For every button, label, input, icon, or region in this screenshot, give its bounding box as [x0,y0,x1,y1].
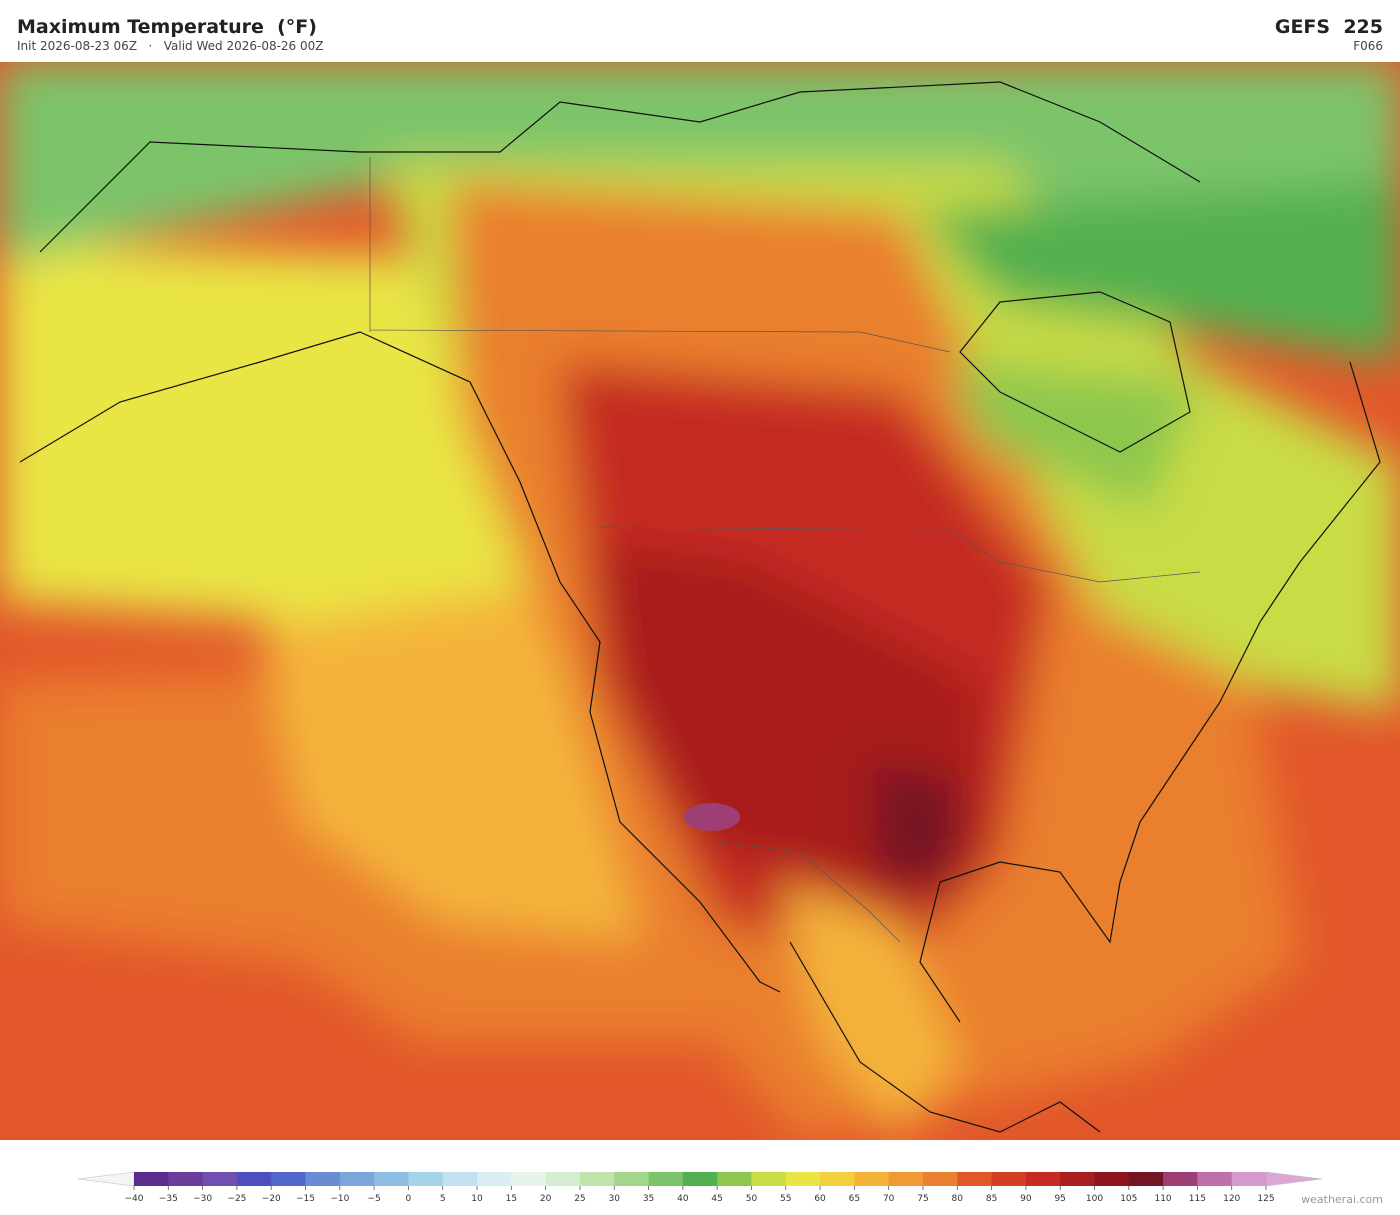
colorbar-swatch [1231,1172,1267,1186]
colorbar-swatch [202,1172,238,1186]
tick-label: −25 [227,1194,246,1204]
colorbar-swatch [408,1172,444,1186]
colorbar-swatch [1094,1172,1130,1186]
tick-label: 65 [849,1194,860,1204]
tick-label: 15 [506,1194,517,1204]
tick-label: 90 [1020,1194,1032,1204]
colorbar-swatch [1060,1172,1095,1186]
colorbar-swatch [579,1172,615,1186]
colorbar-swatch [271,1172,307,1186]
colorbar-swatch [820,1172,855,1186]
colorbar-swatch [751,1172,787,1186]
borders [369,157,1201,943]
tick-label: 60 [814,1194,826,1204]
tick-label: 5 [440,1194,446,1204]
colorbar-swatch [922,1172,958,1186]
tick-label: 35 [643,1194,654,1204]
colorbar-swatch [374,1172,409,1186]
model: GEFS 225 [1274,16,1383,38]
colorbar-swatch [305,1172,341,1186]
colorbar-swatch [888,1172,924,1186]
tick-label: 50 [746,1194,758,1204]
tick-label: 95 [1054,1194,1065,1204]
tick-label: −30 [193,1194,212,1204]
colorbar-swatch [1163,1172,1198,1186]
extend-low [77,1171,135,1187]
colorbar-swatch [168,1172,204,1186]
colorbar-swatch [1025,1172,1061,1186]
colorbar: −40 −35 −30 −25 −20 −15 −10 −5 0 5 10 15 20 25 30 35 40 4… [77,1171,1323,1204]
tick-label: 25 [574,1194,585,1204]
tick-label: 30 [609,1194,621,1204]
tick-label: 125 [1257,1194,1274,1204]
colorbar-swatch [682,1172,718,1186]
tick-label: 55 [780,1194,791,1204]
credit: weatherai.com [1301,1193,1383,1206]
tick-label: 100 [1086,1194,1103,1204]
colorbar-swatch [614,1172,650,1186]
colorbar-swatch [717,1172,752,1186]
tick-label: 110 [1154,1194,1171,1204]
map [0,62,1400,1140]
tick-label: −15 [296,1194,315,1204]
colorbar-swatch [545,1172,581,1186]
colorbar-swatch [957,1172,993,1186]
colorbar-swatch [785,1172,821,1186]
temperature-field [0,62,1400,1140]
tick-label: −10 [330,1194,349,1204]
colorbar-swatch [339,1172,375,1186]
tick-label: 75 [917,1194,928,1204]
tick-label: −20 [262,1194,281,1204]
tick-label: 80 [952,1194,964,1204]
tick-label: 40 [677,1194,689,1204]
tick-label: 85 [986,1194,997,1204]
colorbar-swatch [1128,1172,1164,1186]
colorbar-swatch [1197,1172,1233,1186]
tick-label: −5 [367,1194,380,1204]
coastlines [19,81,1381,1133]
title: Maximum Temperature (°F) [17,16,317,38]
extend-high [1265,1171,1323,1187]
tick-label: −35 [159,1194,178,1204]
tick-label: 10 [471,1194,483,1204]
colorbar-swatch [236,1172,272,1186]
subtitle: Init 2026-08-23 06Z · Valid Wed 2026-08-… [17,39,324,53]
tick-label: 0 [406,1194,412,1204]
tick-label: 70 [883,1194,895,1204]
tick-label: −40 [125,1194,144,1204]
colorbar-swatch [991,1172,1027,1186]
colorbar-swatch [648,1172,684,1186]
tick-label: 120 [1223,1194,1240,1204]
colorbar-swatch [134,1172,169,1186]
colorbar-swatch [442,1172,478,1186]
tick-label: 105 [1120,1194,1137,1204]
colorbar-swatch [854,1172,890,1186]
tick-label: 45 [711,1194,722,1204]
tick-label: 20 [540,1194,552,1204]
colorbar-swatch [477,1172,512,1186]
tick-label: 115 [1189,1194,1206,1204]
forecast-hour: F066 [1353,39,1383,53]
colorbar-swatch [511,1172,547,1186]
